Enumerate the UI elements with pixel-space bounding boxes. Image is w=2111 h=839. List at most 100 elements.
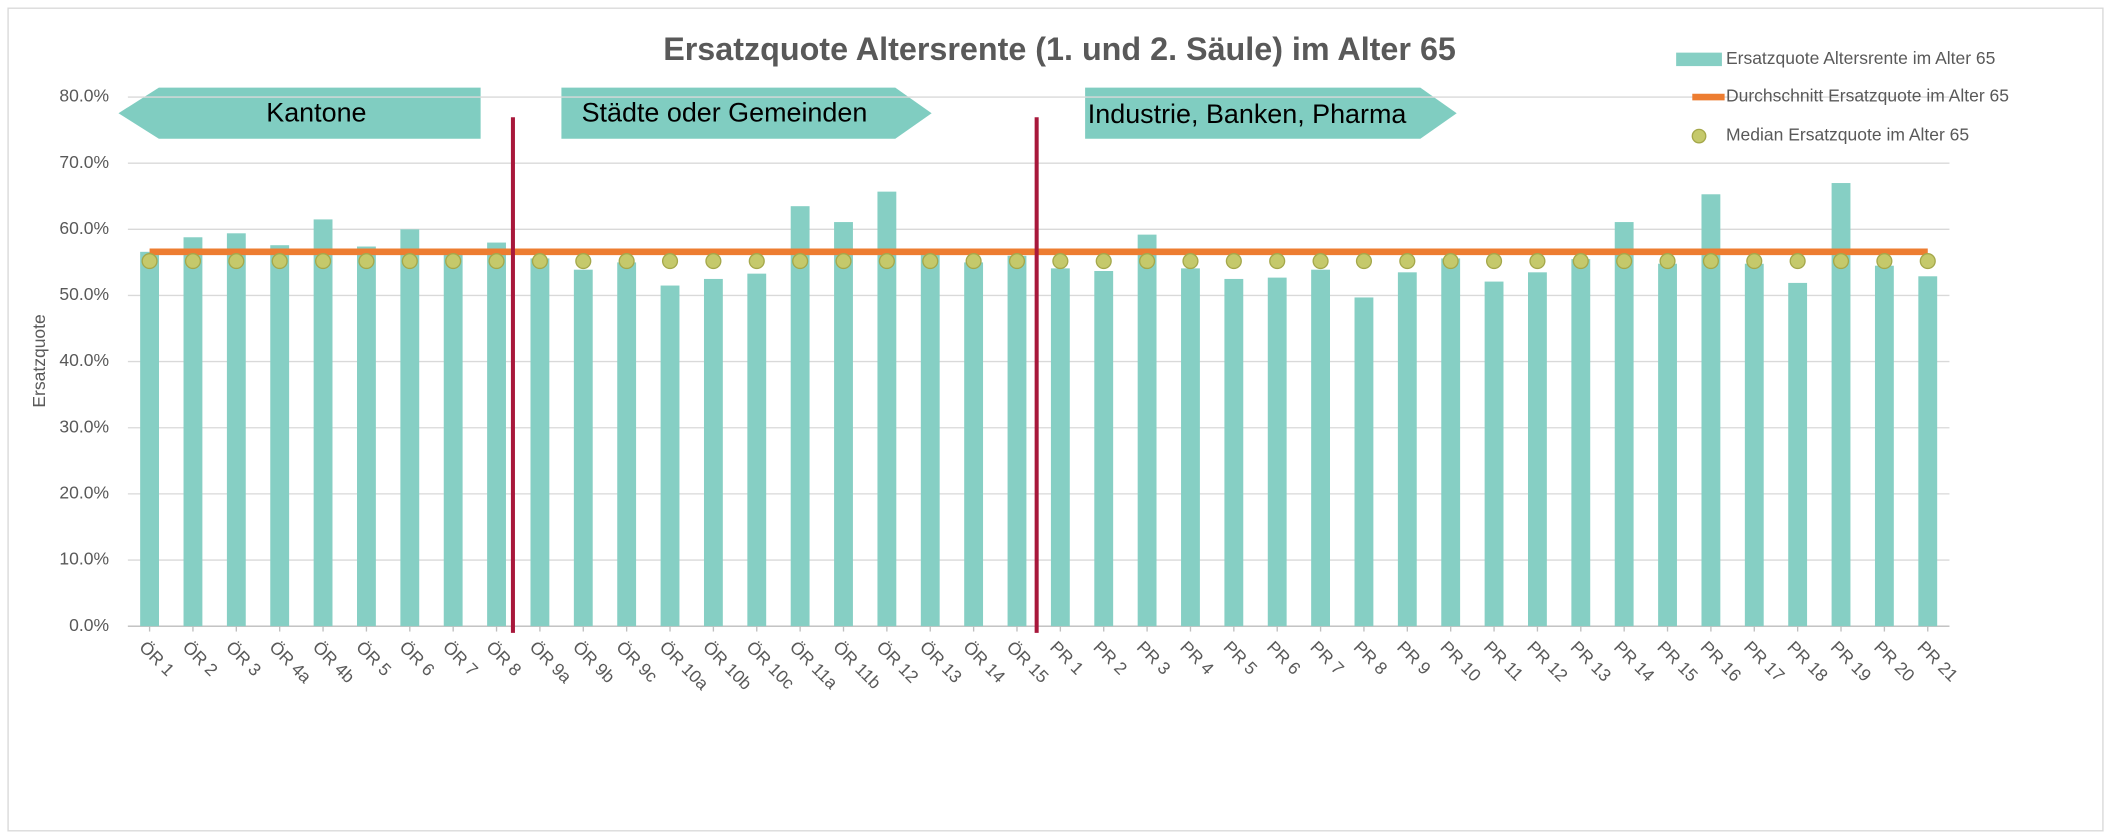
y-tick-label: 20.0% xyxy=(59,483,109,503)
bar xyxy=(703,278,723,627)
bar xyxy=(270,245,290,627)
median-dot xyxy=(748,253,765,270)
median-dot xyxy=(271,253,288,270)
median-dot xyxy=(835,253,852,270)
median-dot xyxy=(531,253,548,270)
median-dot xyxy=(792,253,809,270)
median-dot xyxy=(184,253,202,270)
legend-swatch xyxy=(1676,52,1722,67)
bar xyxy=(747,273,767,627)
median-dot xyxy=(1355,253,1373,270)
median-dot xyxy=(1919,253,1936,270)
bar xyxy=(357,246,376,627)
legend-swatch xyxy=(1691,128,1707,144)
bar xyxy=(1484,281,1504,627)
median-dot xyxy=(618,253,635,270)
bar xyxy=(790,206,810,627)
legend-label: Durchschnitt Ersatzquote im Alter 65 xyxy=(1726,86,2009,106)
bar xyxy=(1397,272,1417,627)
median-dot xyxy=(1572,253,1589,270)
chart-title: Ersatzquote Altersrente (1. und 2. Säule… xyxy=(663,31,1456,67)
bar xyxy=(1658,263,1677,627)
median-dot xyxy=(1095,253,1112,270)
y-tick-label: 10.0% xyxy=(59,549,109,569)
median-dot xyxy=(661,253,679,270)
bar xyxy=(1050,268,1070,627)
banner xyxy=(561,87,932,139)
median-dot xyxy=(1876,253,1893,270)
y-tick-label: 80.0% xyxy=(59,86,109,106)
median-dot xyxy=(1442,253,1459,270)
median-dot xyxy=(1616,253,1633,270)
y-tick-label: 70.0% xyxy=(59,152,109,172)
bar xyxy=(1007,255,1027,627)
bar xyxy=(140,251,160,627)
median-dot xyxy=(575,253,592,270)
bar xyxy=(877,191,897,627)
median-dot xyxy=(314,253,332,270)
banner-label: Städte oder Gemeinden xyxy=(582,98,868,128)
y-tick-label: 0.0% xyxy=(69,615,109,635)
bar xyxy=(1354,297,1374,627)
y-tick-label: 40.0% xyxy=(59,350,109,370)
bar xyxy=(1181,268,1200,627)
median-dot xyxy=(922,253,939,270)
bar xyxy=(964,262,984,627)
bar xyxy=(443,249,463,627)
median-dot xyxy=(1702,253,1719,270)
legend-label: Median Ersatzquote im Alter 65 xyxy=(1726,125,1969,145)
banner xyxy=(1085,87,1457,139)
bar xyxy=(313,219,333,627)
y-axis-label: Ersatzquote xyxy=(29,314,49,407)
bar xyxy=(530,258,550,627)
bar xyxy=(660,285,680,627)
median-dot xyxy=(488,253,505,270)
median-dot xyxy=(141,253,158,270)
bar xyxy=(1267,277,1287,627)
median-dot xyxy=(878,253,895,270)
median-dot xyxy=(445,253,462,270)
bar xyxy=(1224,278,1244,627)
bar xyxy=(1701,194,1721,627)
bar xyxy=(1311,269,1331,627)
median-dot xyxy=(965,253,982,270)
bar xyxy=(1614,222,1634,627)
median-dot xyxy=(1312,253,1329,270)
bar xyxy=(1831,183,1851,627)
median-dot xyxy=(705,253,722,270)
bar xyxy=(1788,282,1808,627)
banner-label: Industrie, Banken, Pharma xyxy=(1088,99,1407,129)
bar xyxy=(573,269,593,627)
bar xyxy=(920,249,940,627)
median-dot xyxy=(401,253,418,270)
bar xyxy=(1571,259,1591,627)
bar xyxy=(617,262,637,627)
banner xyxy=(118,87,481,139)
bar xyxy=(1137,234,1157,627)
median-dot xyxy=(1485,253,1503,270)
y-tick-label: 50.0% xyxy=(59,284,109,304)
median-dot xyxy=(1008,253,1026,270)
legend-label: Ersatzquote Altersrente im Alter 65 xyxy=(1726,48,1995,68)
bar xyxy=(226,233,246,627)
median-dot xyxy=(1529,253,1546,270)
median-dot xyxy=(1399,253,1416,270)
median-dot xyxy=(358,253,375,270)
median-dot xyxy=(1789,253,1806,270)
bar xyxy=(834,222,853,627)
median-dot xyxy=(1225,253,1242,270)
y-tick-label: 30.0% xyxy=(59,416,109,436)
median-dot xyxy=(1139,253,1156,270)
median-dot xyxy=(228,253,245,270)
banner-label: Kantone xyxy=(266,98,366,128)
bar xyxy=(1918,276,1938,627)
bar xyxy=(1441,258,1461,627)
median-dot xyxy=(1269,253,1286,270)
bar xyxy=(1744,263,1764,627)
median-dot xyxy=(1746,253,1763,270)
median-dot xyxy=(1659,253,1676,270)
bar xyxy=(1528,272,1547,627)
median-dot xyxy=(1832,253,1850,270)
bar xyxy=(1094,271,1114,627)
bar xyxy=(400,229,420,627)
